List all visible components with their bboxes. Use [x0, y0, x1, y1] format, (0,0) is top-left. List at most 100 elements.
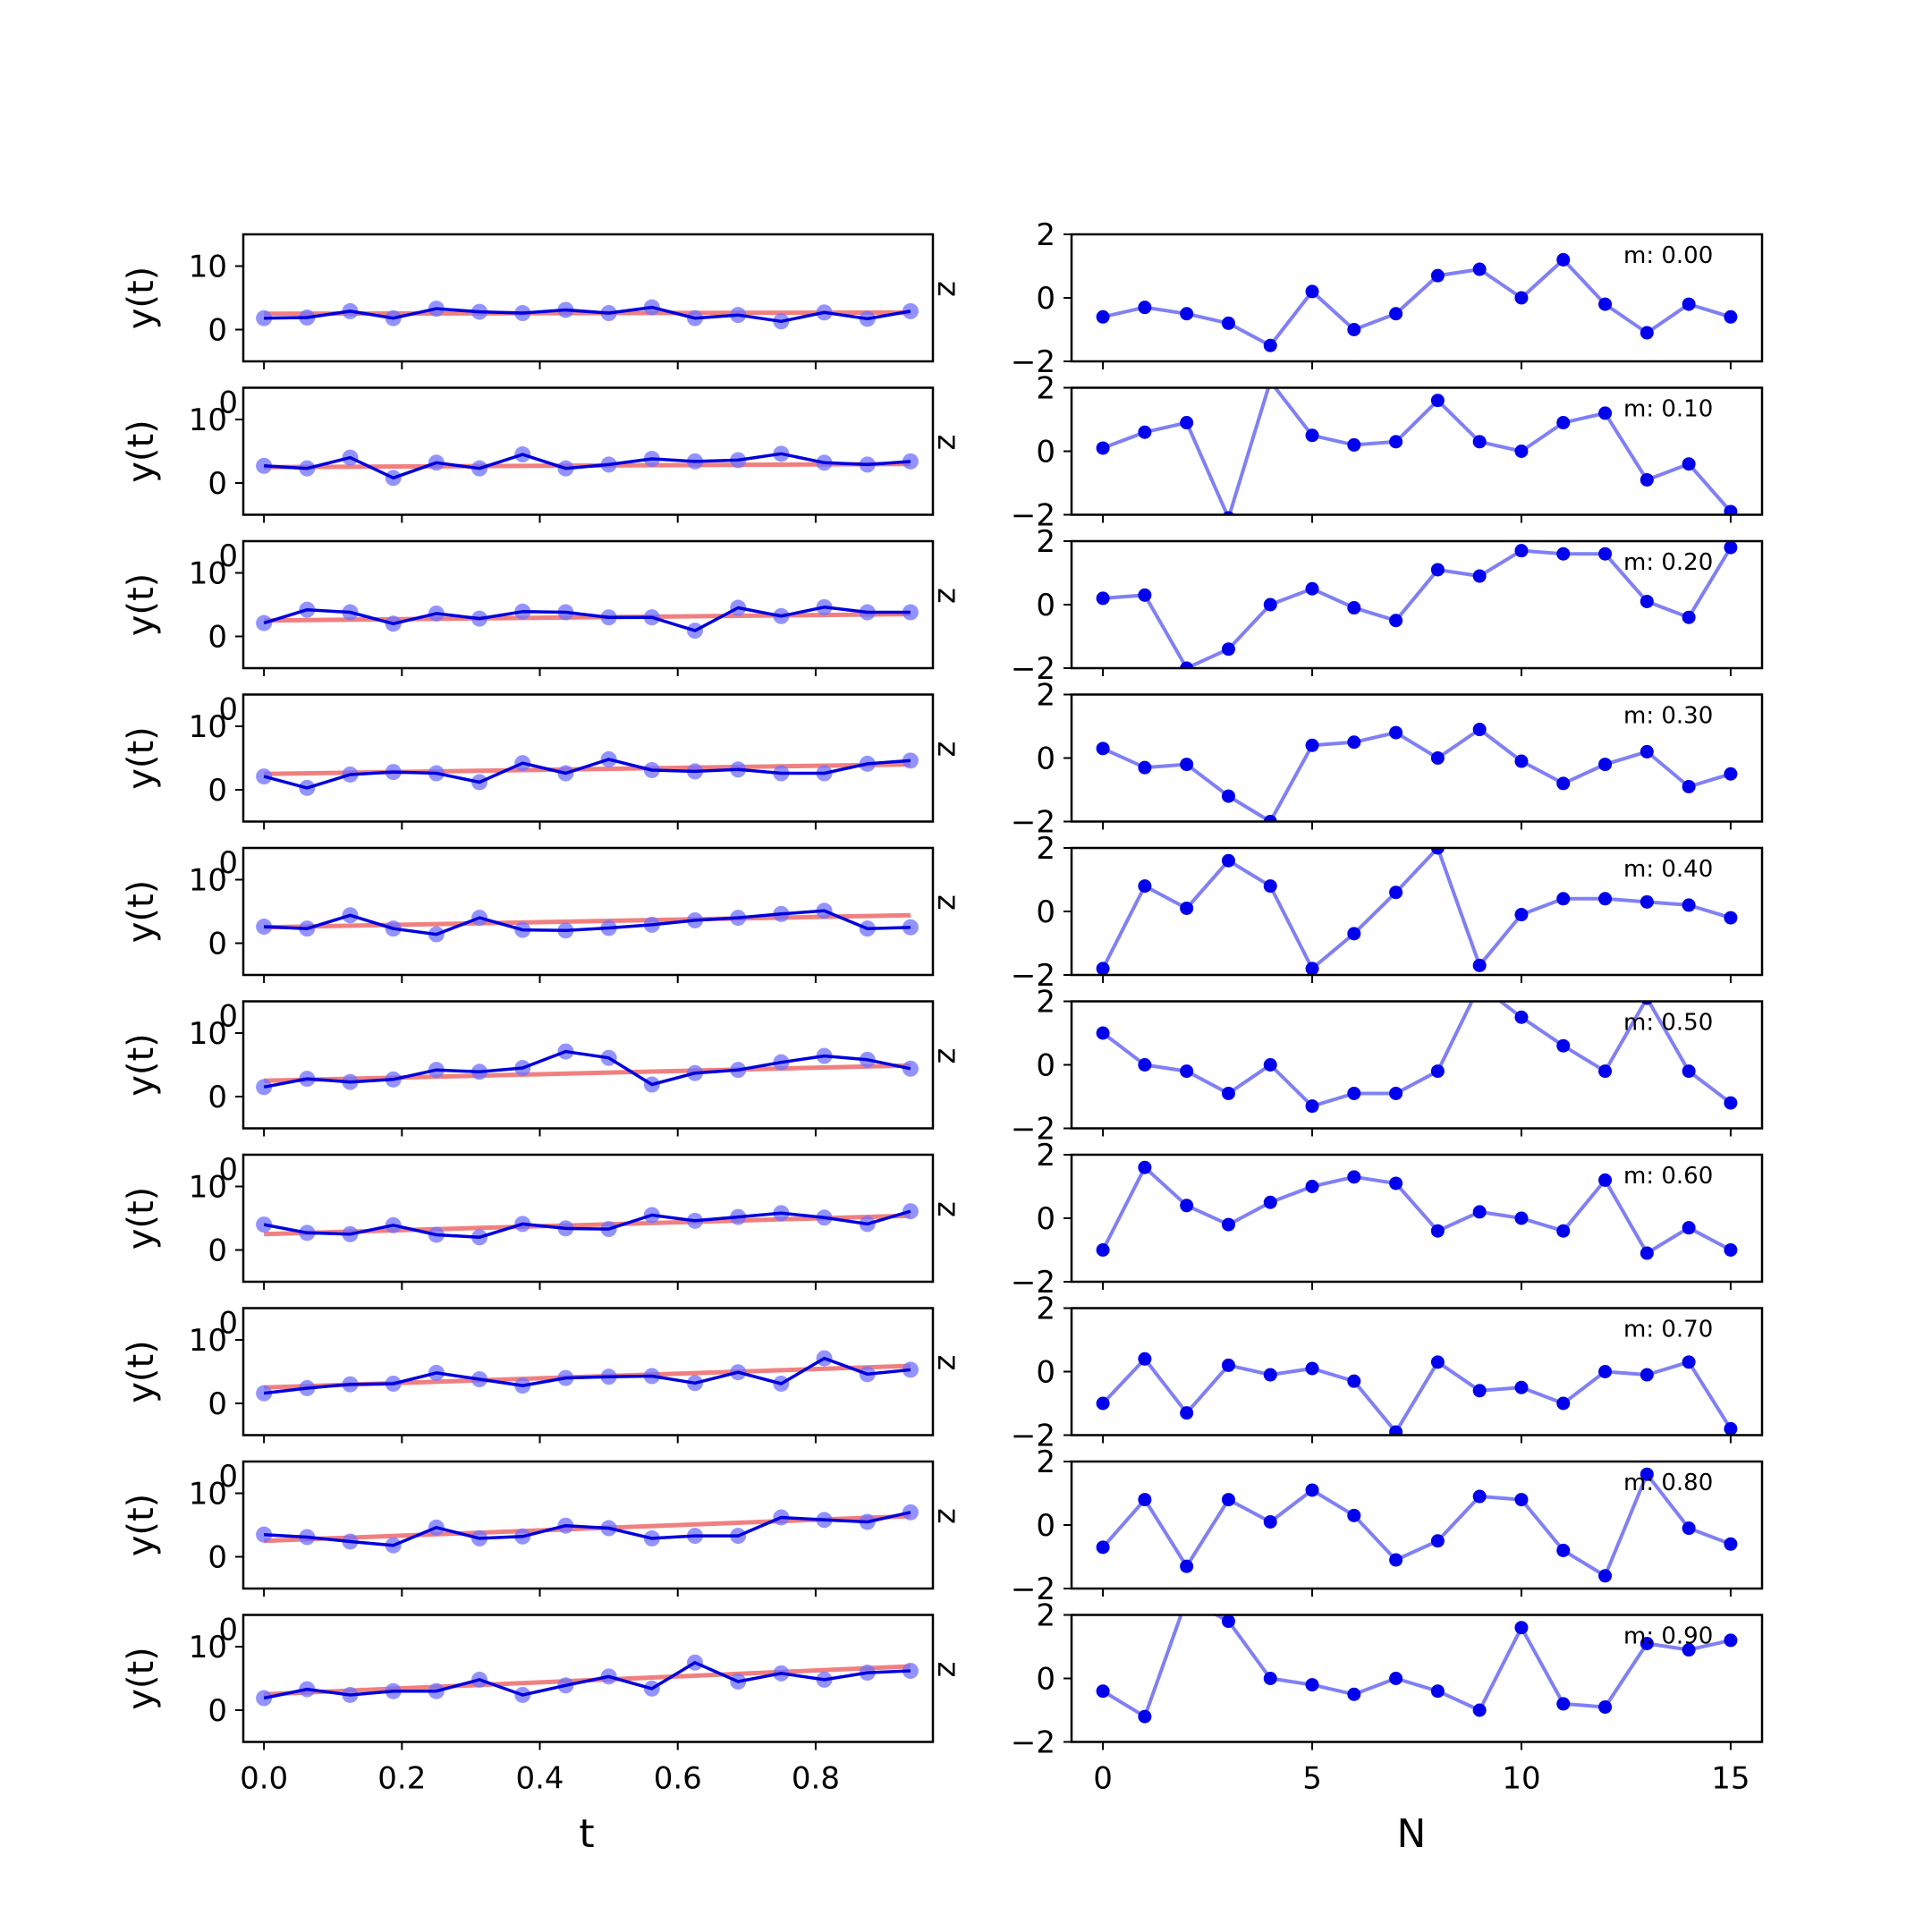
data-point [902, 604, 919, 621]
data-series-line [263, 1661, 911, 1700]
stray-label-right: z [928, 1201, 963, 1217]
slope-annotation: m: 0.90 [1623, 1623, 1713, 1650]
trend-line [264, 1513, 911, 1544]
residual-point [1096, 441, 1110, 455]
stray-label-left: 0 [218, 1459, 238, 1495]
right-data-group [1096, 848, 1738, 975]
y-tick-label: 0 [1036, 741, 1055, 777]
y-tick-label: 10 [189, 863, 227, 899]
y-tick-label: −2 [1011, 1265, 1055, 1301]
left-data-group [256, 1043, 919, 1096]
residual-point [1556, 1697, 1571, 1711]
left-axes-background [243, 1308, 933, 1436]
x-tick-label: 0.8 [792, 1761, 840, 1797]
stray-label-left: 0 [218, 386, 238, 421]
slope-annotation: m: 0.70 [1623, 1317, 1713, 1343]
right-data-group [1096, 541, 1738, 668]
y-axis-label: y(t) [121, 1033, 162, 1097]
residual-point [1221, 853, 1235, 868]
residual-point [1556, 1038, 1571, 1053]
left-data-group [256, 750, 919, 796]
residual-point [1430, 848, 1445, 855]
y-axis-label: y(t) [121, 1647, 162, 1710]
residual-point [1640, 472, 1654, 487]
residual-point [1640, 326, 1654, 340]
residual-point [1430, 751, 1445, 765]
residual-point [1263, 1672, 1277, 1685]
y-tick-label: −2 [1011, 805, 1055, 841]
residual-point [1430, 1064, 1445, 1079]
y-tick-label: −2 [1011, 1572, 1055, 1607]
y-tick-label: 10 [189, 556, 227, 592]
residual-point [1263, 815, 1277, 822]
residual-point [1598, 892, 1613, 906]
residual-point [1180, 307, 1194, 321]
residual-point [1640, 894, 1654, 909]
residual-point [1305, 1361, 1319, 1376]
data-point [902, 1361, 919, 1378]
residual-point [1138, 1352, 1152, 1366]
right-data-group [1096, 252, 1738, 352]
right-subplot-0: 2 0 −2 m: 0.00 [1011, 217, 1764, 380]
residual-point [1347, 323, 1361, 336]
y-tick-label: 0 [208, 1233, 227, 1269]
residual-point [1096, 962, 1110, 975]
residual-point [1472, 569, 1487, 583]
right-data-group [1096, 1352, 1738, 1436]
residual-point [1682, 779, 1696, 793]
right-data-group [1096, 387, 1738, 515]
residual-point [1724, 1096, 1738, 1110]
right-subplot-4: 2 0 −2 m: 0.40 [1011, 831, 1764, 994]
y-tick-label: 0 [208, 1540, 227, 1576]
residual-line [1101, 1472, 1732, 1578]
x-tick-label: 0.4 [515, 1761, 564, 1797]
residual-point [1430, 394, 1445, 408]
right-axes-background [1072, 1614, 1762, 1742]
slope-annotation: m: 0.40 [1623, 856, 1713, 883]
right-data-group [1096, 1467, 1738, 1583]
x-tick-label: 0.0 [240, 1761, 288, 1797]
y-axis-label: y(t) [121, 1187, 162, 1250]
right-subplot-2: 2 0 −2 m: 0.20 [1011, 524, 1764, 687]
residual-point [1472, 958, 1487, 972]
residual-point [1556, 1396, 1571, 1411]
right-axes-background [1072, 387, 1762, 515]
residual-point [1138, 301, 1152, 315]
residual-point [1221, 1614, 1235, 1629]
residual-point [1221, 789, 1235, 803]
y-tick-label: 0 [208, 773, 227, 809]
left-data-group [256, 299, 919, 330]
stray-label-right: z [928, 281, 963, 297]
y-tick-label: 2 [1036, 524, 1055, 560]
left-axes-frame [242, 846, 935, 977]
residual-point [1598, 1569, 1613, 1583]
residual-point [1598, 406, 1613, 420]
right-axes-background [1072, 234, 1762, 361]
data-series-line [263, 1356, 911, 1395]
right-axes-background [1072, 1155, 1762, 1282]
residual-point [1389, 1086, 1403, 1100]
y-tick-label: 10 [189, 1170, 227, 1206]
left-data-group [256, 445, 919, 487]
residual-point [1180, 1199, 1194, 1213]
residual-point [1389, 1176, 1403, 1191]
trend-line [264, 1063, 911, 1083]
residual-point [1263, 1195, 1277, 1209]
residual-point [1347, 1374, 1361, 1388]
residual-point [1096, 591, 1110, 606]
slope-annotation: m: 0.20 [1623, 549, 1713, 576]
left-data-group [256, 902, 919, 943]
residual-point [1640, 594, 1654, 608]
residual-point [1430, 1534, 1445, 1548]
left-axes-background [243, 387, 933, 515]
left-axes-frame [242, 1000, 935, 1130]
residual-point [1682, 610, 1696, 624]
left-axes-background [243, 1462, 933, 1589]
residual-point [1347, 1086, 1361, 1100]
y-tick-label: 0 [208, 466, 227, 502]
y-tick-label: 2 [1036, 217, 1055, 253]
residual-point [1724, 309, 1738, 324]
